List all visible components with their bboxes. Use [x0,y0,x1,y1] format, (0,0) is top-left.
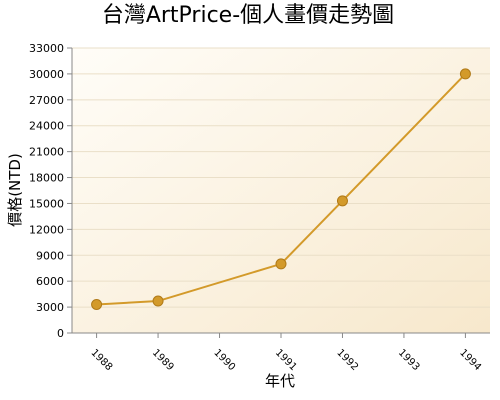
x-tick-label: 1992 [334,347,360,373]
y-tick-label: 3000 [36,301,64,314]
data-point [459,68,471,80]
x-tick-label: 1989 [150,347,176,373]
plot-area [72,48,490,333]
y-tick-label: 12000 [29,223,64,236]
y-tick-label: 33000 [29,42,64,55]
y-axis-label: 價格(NTD) [6,153,24,227]
y-tick-label: 9000 [36,249,64,262]
data-point [152,295,164,307]
data-point [275,258,287,270]
chart-title: 台灣ArtPrice-個人畫價走勢圖 [102,3,394,28]
y-tick-label: 21000 [29,146,64,159]
x-tick-label: 1993 [396,347,422,373]
y-tick-label: 0 [57,327,64,340]
x-tick-label: 1988 [88,347,114,373]
y-tick-label: 15000 [29,197,64,210]
data-point [91,299,103,310]
x-tick-label: 1994 [457,347,483,373]
data-point [336,195,348,207]
y-tick-label: 30000 [29,68,64,81]
y-tick-label: 18000 [29,172,64,185]
x-axis-label: 年代 [265,372,295,390]
x-tick-label: 1991 [273,347,299,373]
y-tick-label: 6000 [36,275,64,288]
x-tick-label: 1990 [211,347,237,373]
y-tick-label: 24000 [29,120,64,133]
y-tick-label: 27000 [29,94,64,107]
